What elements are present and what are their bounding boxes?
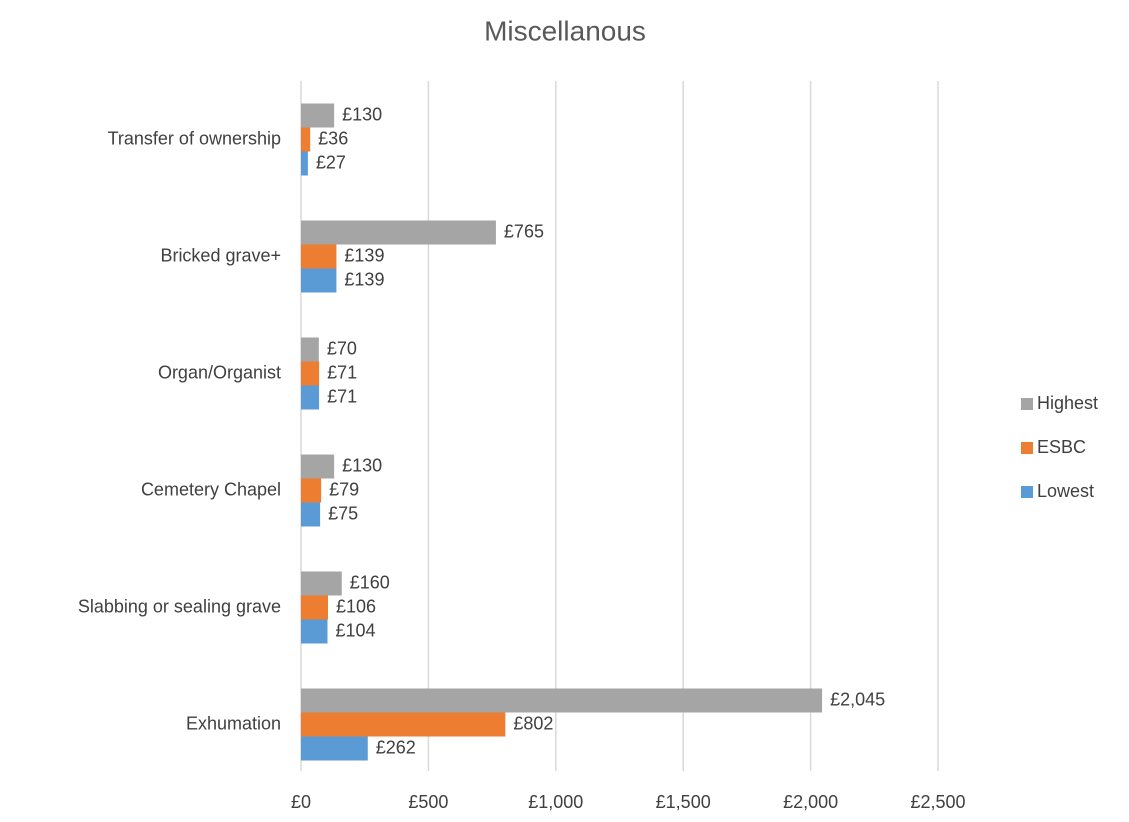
bar <box>301 619 328 644</box>
x-tick-label: £2,500 <box>910 792 965 812</box>
data-label: £802 <box>513 713 553 733</box>
data-label: £130 <box>342 104 382 124</box>
data-label: £71 <box>327 386 357 406</box>
data-label: £75 <box>328 503 358 523</box>
y-tick-label: Transfer of ownership <box>108 128 281 148</box>
legend-label: ESBC <box>1037 437 1086 457</box>
bar <box>301 220 496 245</box>
bar <box>301 502 321 527</box>
y-tick-label: Bricked grave+ <box>160 245 281 265</box>
data-label: £2,045 <box>830 689 885 709</box>
bar <box>301 361 320 386</box>
data-label: £79 <box>329 479 359 499</box>
legend-label: Lowest <box>1037 481 1094 501</box>
legend-swatch <box>1021 442 1033 454</box>
bar <box>301 268 337 293</box>
data-label: £262 <box>376 737 416 757</box>
bar <box>301 103 335 128</box>
data-label: £27 <box>316 152 346 172</box>
data-label: £71 <box>327 362 357 382</box>
data-label: £139 <box>344 269 384 289</box>
bar <box>301 595 329 620</box>
data-label: £130 <box>342 455 382 475</box>
y-tick-label: Cemetery Chapel <box>141 479 281 499</box>
bar <box>301 151 308 176</box>
y-tick-label: Exhumation <box>186 713 281 733</box>
bar <box>301 454 335 479</box>
bar <box>301 478 322 503</box>
bar <box>301 712 506 737</box>
bar <box>301 127 311 152</box>
legend-swatch <box>1021 486 1033 498</box>
bar <box>301 688 823 713</box>
bar <box>301 337 319 362</box>
data-label: £106 <box>336 596 376 616</box>
x-tick-label: £1,000 <box>528 792 583 812</box>
bar <box>301 736 368 761</box>
bar <box>301 244 337 269</box>
x-tick-label: £1,500 <box>656 792 711 812</box>
data-label: £70 <box>327 338 357 358</box>
x-tick-label: £0 <box>291 792 311 812</box>
data-label: £139 <box>344 245 384 265</box>
data-label: £36 <box>318 128 348 148</box>
chart-title: Miscellanous <box>484 15 646 46</box>
y-tick-label: Organ/Organist <box>158 362 281 382</box>
x-tick-label: £500 <box>408 792 448 812</box>
data-label: £160 <box>350 572 390 592</box>
y-tick-label: Slabbing or sealing grave <box>78 596 281 616</box>
legend-label: Highest <box>1037 393 1098 413</box>
bar <box>301 385 320 410</box>
bar <box>301 571 342 596</box>
legend-swatch <box>1021 398 1033 410</box>
data-label: £765 <box>504 221 544 241</box>
x-tick-label: £2,000 <box>783 792 838 812</box>
data-label: £104 <box>335 620 375 640</box>
